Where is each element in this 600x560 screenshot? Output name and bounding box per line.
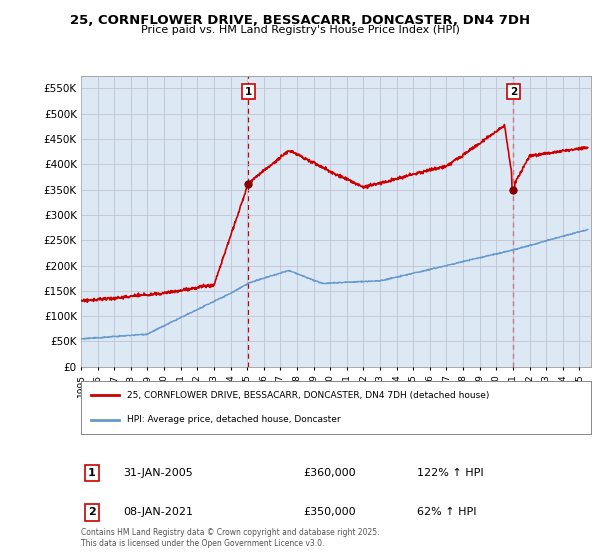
- Text: 1: 1: [88, 468, 95, 478]
- Text: 08-JAN-2021: 08-JAN-2021: [123, 507, 193, 517]
- Text: £360,000: £360,000: [303, 468, 356, 478]
- Text: 122% ↑ HPI: 122% ↑ HPI: [417, 468, 484, 478]
- Text: 31-JAN-2005: 31-JAN-2005: [123, 468, 193, 478]
- Text: 1: 1: [245, 87, 252, 97]
- Text: Price paid vs. HM Land Registry's House Price Index (HPI): Price paid vs. HM Land Registry's House …: [140, 25, 460, 35]
- Text: HPI: Average price, detached house, Doncaster: HPI: Average price, detached house, Donc…: [127, 415, 341, 424]
- Text: 62% ↑ HPI: 62% ↑ HPI: [417, 507, 476, 517]
- Text: Contains HM Land Registry data © Crown copyright and database right 2025.
This d: Contains HM Land Registry data © Crown c…: [81, 528, 380, 548]
- Text: 25, CORNFLOWER DRIVE, BESSACARR, DONCASTER, DN4 7DH: 25, CORNFLOWER DRIVE, BESSACARR, DONCAST…: [70, 14, 530, 27]
- Text: 2: 2: [510, 87, 517, 97]
- Text: 2: 2: [88, 507, 95, 517]
- Text: £350,000: £350,000: [303, 507, 356, 517]
- Text: 25, CORNFLOWER DRIVE, BESSACARR, DONCASTER, DN4 7DH (detached house): 25, CORNFLOWER DRIVE, BESSACARR, DONCAST…: [127, 391, 489, 400]
